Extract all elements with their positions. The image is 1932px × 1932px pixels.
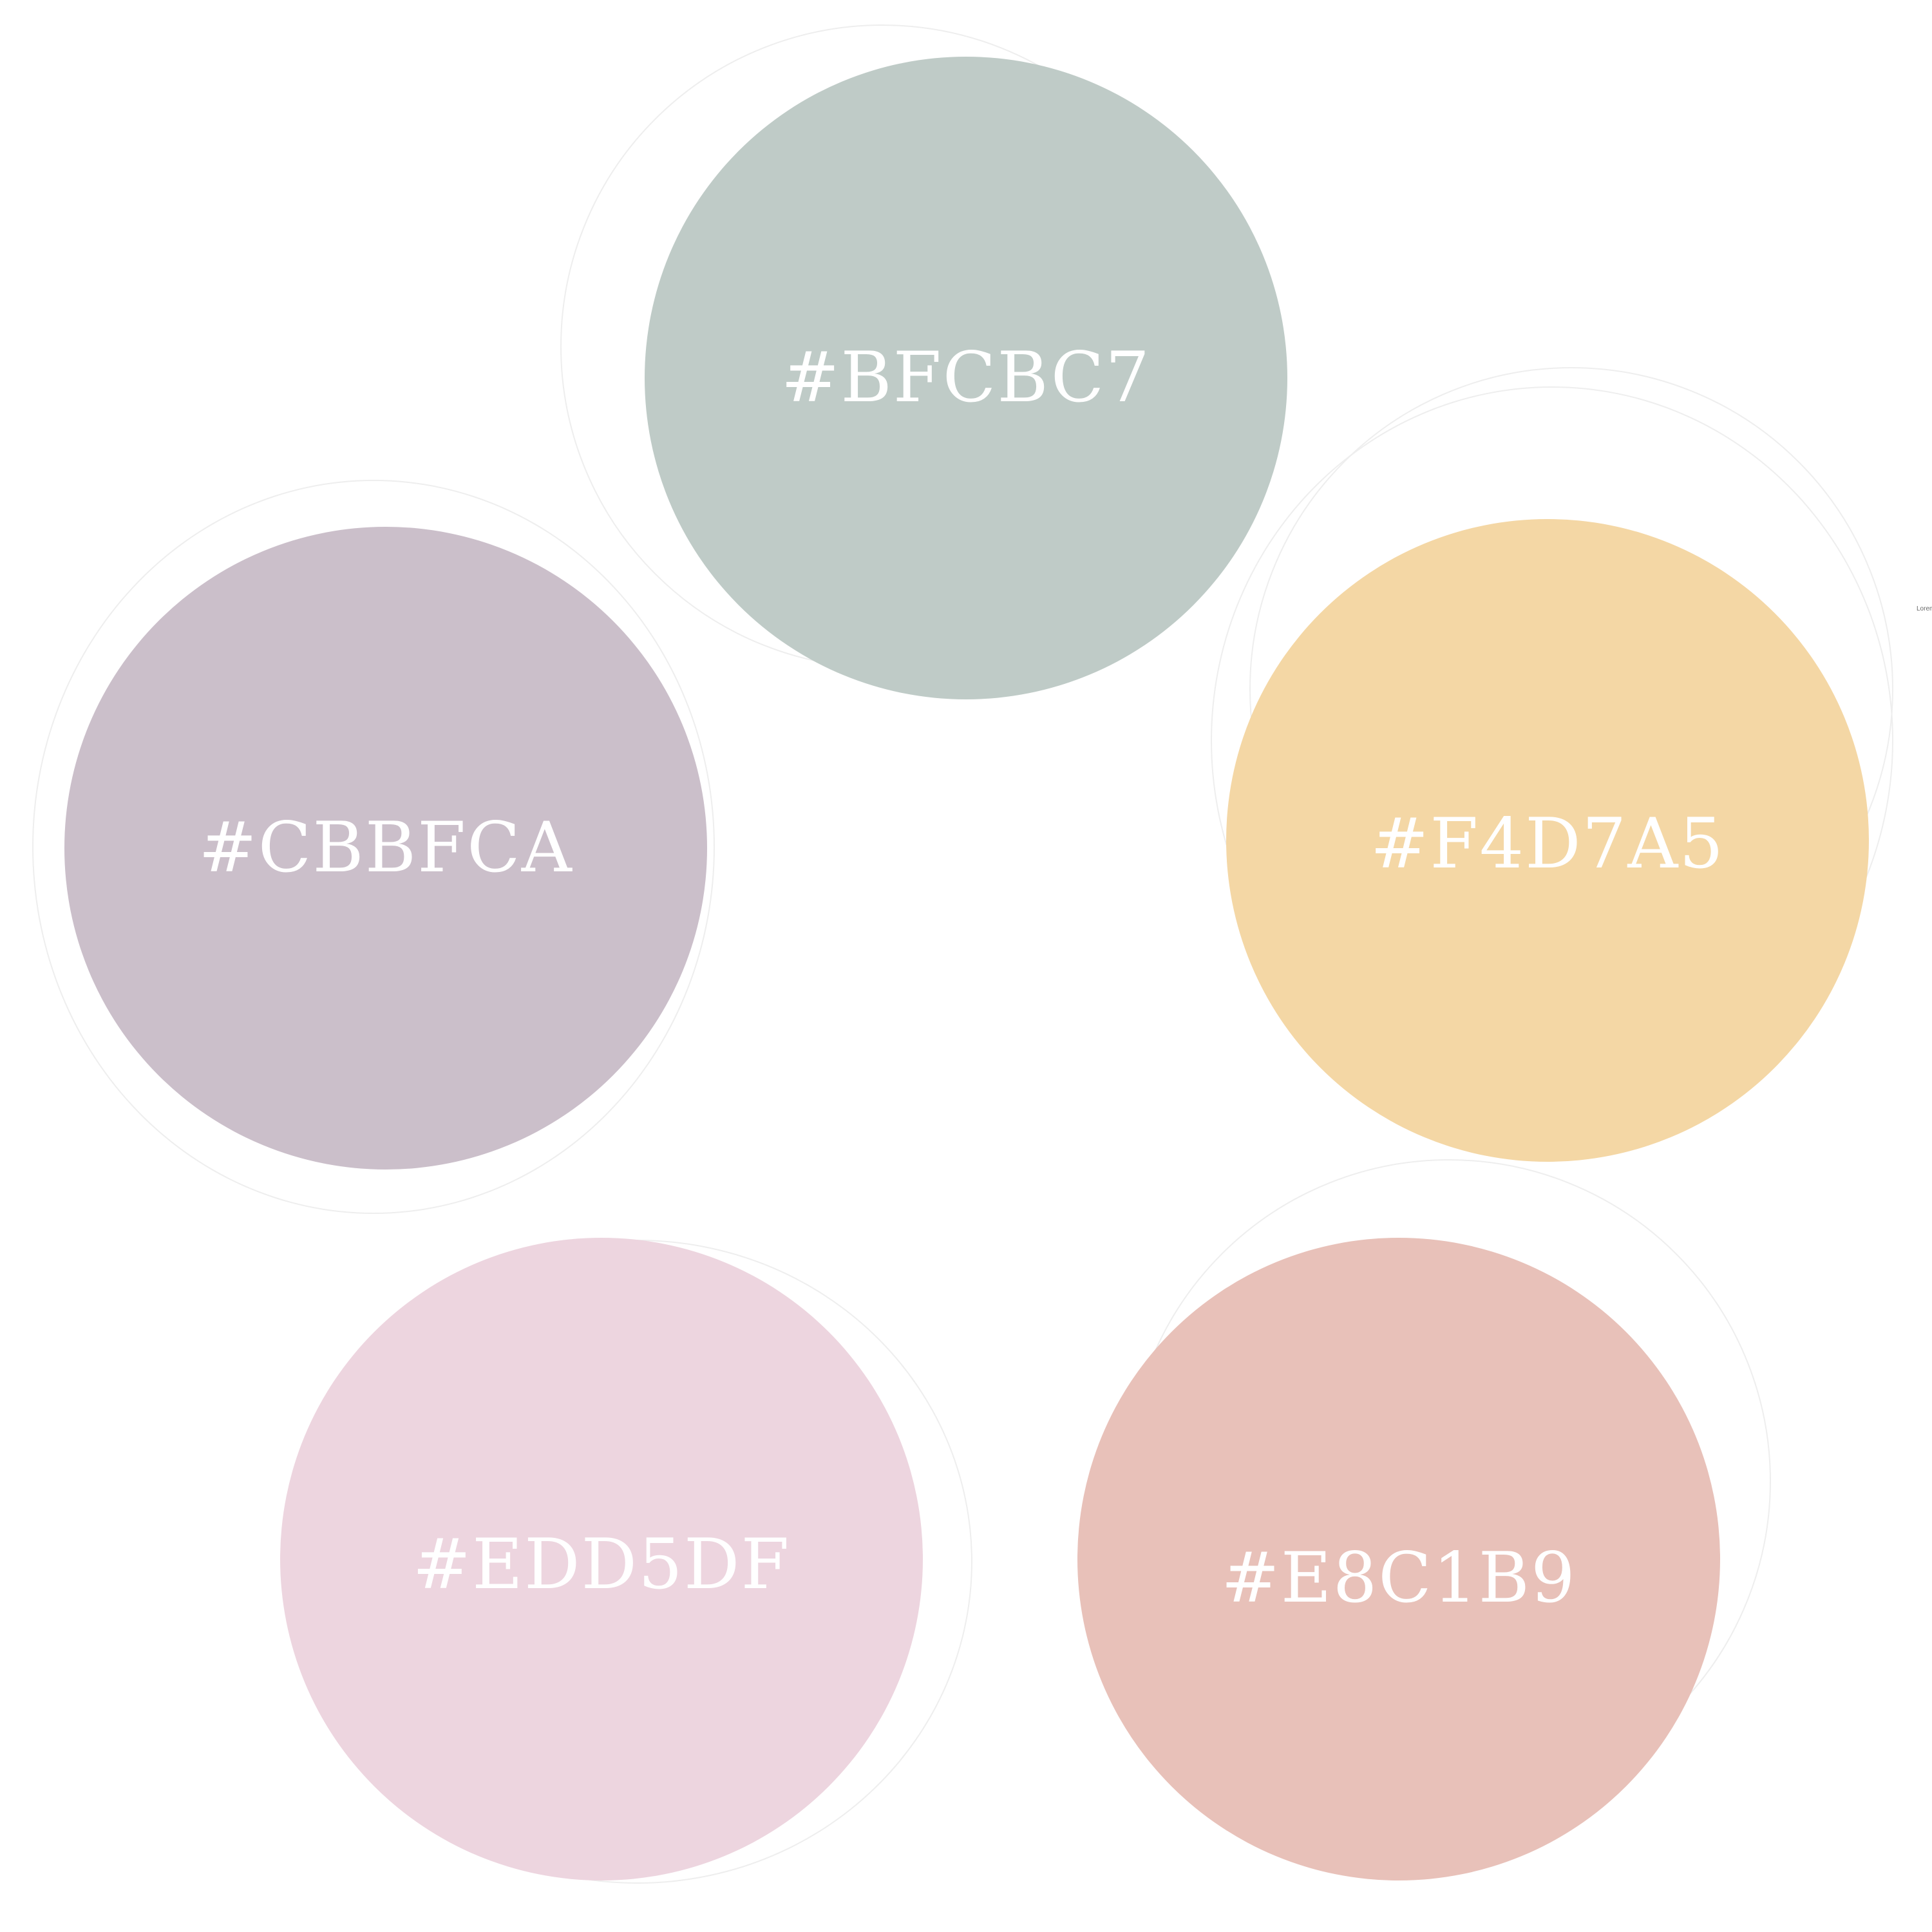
outline-ring bbox=[32, 480, 715, 1214]
swatch-hex-label: #CBBFCA bbox=[198, 808, 573, 888]
color-swatch-rose: #E8C1B9 bbox=[1077, 1238, 1720, 1880]
swatch-hex-label: #BFCBC7 bbox=[781, 337, 1151, 418]
footnote-text: Lorem bbox=[1917, 605, 1932, 612]
swatch-hex-label: #E8C1B9 bbox=[1221, 1538, 1577, 1618]
color-swatch-mauve: #CBBFCA bbox=[64, 527, 707, 1170]
color-swatch-sage: #BFCBC7 bbox=[645, 57, 1287, 699]
color-swatch-blush: #EDD5DF bbox=[280, 1238, 923, 1880]
color-swatch-sand: #F4D7A5 bbox=[1226, 519, 1869, 1162]
swatch-hex-label: #EDD5DF bbox=[412, 1524, 791, 1605]
swatch-hex-label: #F4D7A5 bbox=[1370, 804, 1725, 884]
